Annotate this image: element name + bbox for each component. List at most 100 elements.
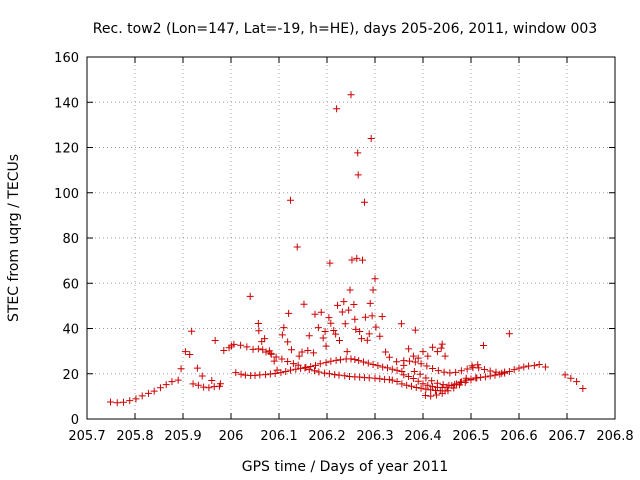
data-point [444,387,452,395]
data-point [475,364,483,372]
data-point [211,336,219,344]
data-point [541,363,549,371]
data-point [304,346,312,354]
data-point [481,373,489,381]
data-point [292,365,300,373]
data-point [326,259,334,267]
data-point [371,275,379,283]
data-point [278,355,286,363]
data-point [376,375,384,383]
data-point [255,327,263,335]
data-point [189,380,197,388]
data-point [168,378,176,386]
data-point [372,323,380,331]
data-point [272,353,280,361]
x-tick-label: 206.1 [260,429,297,444]
data-point [301,364,309,372]
data-point [429,383,437,391]
data-point [530,362,538,370]
data-point [258,338,266,346]
x-tick-label: 206.6 [500,429,537,444]
data-point [254,345,262,353]
data-point [243,343,251,351]
data-point [468,362,476,370]
data-point [405,372,413,380]
data-point [406,357,414,365]
data-point [332,356,340,364]
chart-title: Rec. tow2 (Lon=147, Lat=-19, h=HE), days… [93,21,597,37]
data-point [419,380,427,388]
data-point [230,340,238,348]
data-point [421,391,429,399]
data-point [346,286,354,294]
data-point [358,335,366,343]
data-point [193,364,201,372]
data-point [473,374,481,382]
data-point [479,341,487,349]
data-point [340,298,348,306]
data-point [398,380,406,388]
data-point [411,326,419,334]
data-point [262,371,270,379]
data-point [520,363,528,371]
data-point [177,365,185,373]
y-tick-label: 0 [71,413,79,428]
data-point [237,370,245,378]
data-point [351,355,359,363]
data-point [414,377,422,385]
data-point [439,381,447,389]
data-point [186,351,194,359]
data-point [220,346,228,354]
data-point [332,330,340,338]
data-point [107,398,115,406]
data-point [379,363,387,371]
data-point [491,371,499,379]
data-point [424,381,432,389]
axis-ticks: 205.7 205.8 205.9 206 206.1 206.2 206.3 206.4 20… [54,51,633,444]
data-point [422,374,430,382]
data-point [427,392,435,400]
data-point [474,361,482,369]
data-point [188,327,196,335]
data-point [174,376,182,384]
data-point [573,378,581,386]
data-point [452,368,460,376]
data-point [352,325,360,333]
data-point [287,346,295,354]
data-point [433,379,441,387]
data-point [360,198,368,206]
data-point [341,320,349,328]
data-point [194,381,202,389]
data-point [287,366,295,374]
data-point [294,361,302,369]
grid-lines [87,57,615,419]
data-point [364,359,372,367]
data-point [409,375,417,383]
data-point [350,301,358,309]
data-point [314,324,322,332]
data-point [162,381,170,389]
data-point [335,336,343,344]
data-point [150,387,158,395]
data-point [356,327,364,335]
data-point [429,365,437,373]
data-point [382,348,390,356]
x-tick-label: 206.8 [596,429,633,444]
data-point [273,366,281,374]
data-point [407,382,415,390]
data-point [378,313,386,321]
data-point [285,309,293,317]
data-point [319,334,327,342]
data-point [261,335,269,343]
data-point [200,383,208,391]
data-point [345,306,353,314]
data-point [510,366,518,374]
data-point [338,308,346,316]
data-point [205,384,213,392]
y-tick-label: 120 [54,142,79,157]
data-point [333,105,341,113]
data-point [393,366,401,374]
x-tick-label: 205.9 [164,429,201,444]
data-point [359,358,367,366]
data-points [107,91,587,407]
